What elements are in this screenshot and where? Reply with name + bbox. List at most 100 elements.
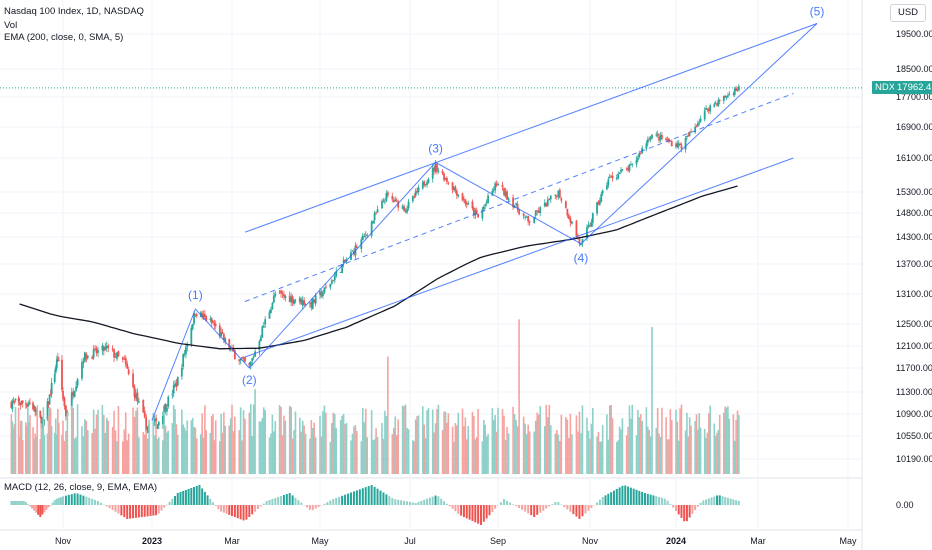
candle-body (221, 331, 224, 334)
candle-body (55, 359, 58, 368)
candle-body (182, 354, 185, 367)
volume-bar (214, 420, 217, 474)
candle-body (606, 185, 608, 190)
volume-bar (669, 409, 672, 474)
candle-body (339, 272, 342, 273)
volume-bar (57, 408, 59, 474)
volume-bar (533, 431, 535, 474)
candle-body (497, 184, 499, 185)
volume-bar (92, 409, 95, 474)
candle-body (453, 187, 455, 190)
volume-bar (127, 433, 130, 474)
macd-bar (707, 498, 710, 505)
candle-body (50, 382, 53, 395)
volume-bar (387, 356, 389, 474)
macd-bar (604, 495, 607, 505)
volume-bar (474, 439, 477, 474)
macd-bar (182, 491, 185, 505)
wave-label: (2) (242, 373, 257, 387)
candle-body (716, 103, 718, 106)
volume-bar (725, 407, 728, 474)
volume-bar (264, 410, 266, 474)
candle-body (554, 195, 557, 196)
macd-bar (43, 505, 46, 513)
candle-body (597, 201, 600, 205)
volume-bar (281, 435, 284, 474)
volume-bar (132, 407, 134, 474)
time-tick-label: May (839, 536, 857, 546)
candle-body (414, 191, 417, 196)
volume-bar (49, 408, 52, 474)
macd-bar (280, 496, 283, 505)
volume-bar (94, 428, 96, 474)
candle-body (361, 235, 364, 241)
price-tick-label: 16900.00 (896, 122, 932, 132)
volume-bar (210, 416, 213, 474)
volume-bar (194, 427, 197, 474)
macd-bar (33, 505, 36, 511)
macd-bar (47, 505, 50, 508)
candle-body (262, 325, 265, 328)
candle-body (251, 358, 254, 362)
volume-bar (528, 431, 531, 474)
volume-bar (10, 414, 13, 474)
candle-body (516, 203, 519, 210)
volume-bar (610, 405, 612, 474)
volume-bar (733, 440, 736, 474)
volume-bar (391, 434, 394, 474)
candle-body (41, 422, 44, 430)
macd-bar (349, 492, 352, 505)
macd-bar (120, 505, 123, 516)
macd-bar (62, 496, 64, 505)
volume-bar (732, 414, 735, 474)
volume-bar (220, 413, 222, 474)
macd-bar (168, 501, 171, 505)
currency-button[interactable]: USD (890, 4, 926, 22)
macd-histogram (10, 485, 740, 525)
macd-bar (28, 505, 31, 507)
volume-bar (185, 430, 187, 474)
macd-bar (174, 495, 177, 505)
volume-bar (103, 415, 105, 474)
volume-bar (146, 438, 149, 474)
candle-body (392, 200, 395, 203)
macd-bar (434, 495, 437, 505)
volume-bar (232, 431, 235, 474)
candle-body (126, 363, 129, 369)
macd-bar (601, 497, 604, 505)
volume-bar (688, 417, 691, 474)
volume-bar (313, 422, 316, 474)
volume-bar (395, 435, 398, 474)
volume-bar (407, 429, 410, 474)
candle-body (386, 192, 389, 196)
candle-body (73, 391, 76, 397)
macd-bar (587, 505, 590, 511)
last-price-tag: 17962.41 (894, 81, 932, 94)
macd-bar (248, 505, 251, 517)
volume-bar (32, 427, 34, 474)
volume-bar (491, 408, 494, 474)
candle-body (675, 144, 677, 147)
volume-bar (116, 441, 118, 474)
candle-body (252, 356, 255, 358)
candle-body (18, 401, 21, 405)
macd-bar (37, 505, 40, 515)
candle-body (291, 296, 294, 303)
macd-bar (184, 490, 187, 505)
volume-bar (46, 433, 49, 474)
candle-body (54, 367, 57, 373)
candle-body (301, 300, 304, 306)
price-tick-label: 17700.00 (896, 92, 932, 102)
candle-body (566, 208, 569, 216)
volume-bar (434, 423, 437, 474)
macd-bar (391, 498, 394, 505)
macd-tick-label: 0.00 (896, 500, 914, 510)
macd-bar (627, 486, 630, 505)
candle-body (153, 418, 156, 422)
candle-body (268, 311, 271, 319)
macd-bar (73, 493, 76, 505)
volume-bar (145, 429, 147, 474)
candle-body (444, 178, 447, 180)
candle-body (195, 314, 198, 317)
